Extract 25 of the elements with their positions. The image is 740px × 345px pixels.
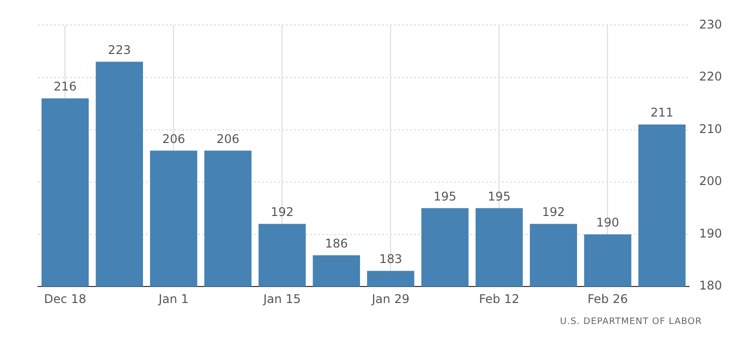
x-tick-label: Jan 15 [262, 292, 301, 306]
x-tick-label: Feb 12 [479, 292, 520, 306]
x-tick-label: Jan 1 [158, 292, 189, 306]
y-tick-label: 230 [699, 17, 722, 32]
data-label: 192 [270, 204, 294, 219]
y-tick-label: 180 [699, 278, 722, 293]
y-tick-label: 190 [699, 226, 722, 240]
y-tick-label: 220 [699, 70, 722, 84]
data-label: 186 [324, 236, 348, 250]
x-tick-label: Dec 18 [44, 292, 86, 306]
data-label: 216 [54, 80, 77, 94]
x-tick-label: Jan 29 [370, 292, 410, 306]
text: U.S. DEPARTMENT OF LABOR [559, 317, 703, 327]
data-label: 195 [433, 189, 456, 204]
data-label: 223 [108, 42, 131, 57]
data-label: 211 [650, 106, 674, 120]
data-label: 183 [379, 252, 402, 266]
data-label: 195 [488, 189, 511, 204]
x-tick-label: Feb 26 [588, 292, 628, 306]
y-tick-label: 210 [699, 122, 722, 136]
data-label: 192 [542, 204, 565, 219]
data-label: 206 [162, 132, 186, 146]
data-label: 206 [216, 132, 240, 146]
data-label: 190 [596, 215, 620, 230]
y-tick-label: 200 [699, 174, 722, 188]
